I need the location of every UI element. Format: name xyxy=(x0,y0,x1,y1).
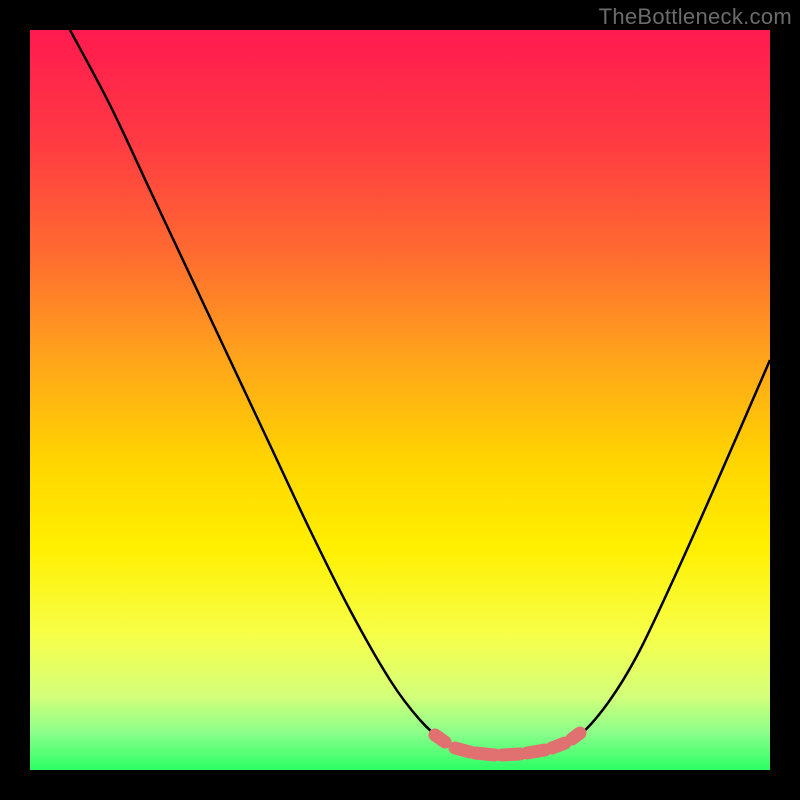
optimal-zone-segment xyxy=(527,750,545,753)
bottleneck-chart: TheBottleneck.com xyxy=(0,0,800,800)
optimal-zone-segment xyxy=(455,748,470,752)
optimal-zone-segment xyxy=(502,754,520,755)
optimal-zone-segment xyxy=(552,743,565,748)
watermark-text: TheBottleneck.com xyxy=(599,4,792,30)
chart-plot-background xyxy=(30,30,770,770)
optimal-zone-segment xyxy=(475,753,495,755)
optimal-zone-segment xyxy=(435,735,445,742)
chart-svg xyxy=(0,0,800,800)
optimal-zone-segment xyxy=(572,733,580,739)
